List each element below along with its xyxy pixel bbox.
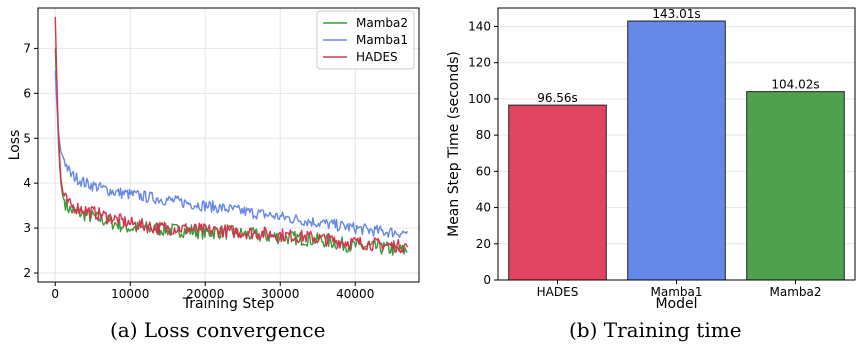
bar-mamba2 — [746, 91, 845, 281]
x-tick-label: 20000 — [186, 287, 224, 301]
y-tick-label: 7 — [23, 41, 31, 55]
x-tick-label: Mamba2 — [769, 285, 821, 299]
y-tick-label: 2 — [23, 266, 31, 280]
caption-training-time: (b) Training time — [569, 318, 742, 342]
y-tick-label: 5 — [23, 131, 31, 145]
caption-loss-convergence: (a) Loss convergence — [110, 318, 326, 342]
x-tick-label: Mamba1 — [650, 285, 702, 299]
y-tick-label: 140 — [468, 19, 491, 33]
y-tick-label: 6 — [23, 86, 31, 100]
loss-convergence-chart: 0 10000 20000 30000 40000 2 3 4 5 6 7 Training Step… — [7, 7, 420, 312]
x-tick-label: 10000 — [111, 287, 149, 301]
x-tick-label: 30000 — [261, 287, 299, 301]
x-tick-label: HADES — [537, 285, 579, 299]
y-axis-label: Mean Step Time (seconds) — [446, 51, 462, 237]
bar-value-label: 104.02s — [771, 78, 819, 92]
bar-value-label: 143.01s — [652, 7, 700, 21]
x-tick-label: 0 — [51, 287, 59, 301]
series-line-mamba2 — [54, 48, 408, 256]
x-axis-label: Model — [655, 296, 697, 312]
y-tick-label: 3 — [23, 221, 31, 235]
y-tick-label: 0 — [483, 273, 491, 287]
y-tick-label: 120 — [468, 56, 491, 70]
bar-mamba1 — [627, 20, 726, 281]
legend-label: HADES — [356, 50, 398, 64]
y-tick-label: 4 — [23, 176, 31, 190]
y-tick-label: 40 — [476, 201, 491, 215]
y-axis-label: Loss — [7, 130, 23, 161]
y-tick-label: 60 — [476, 164, 491, 178]
y-tick-label: 100 — [468, 92, 491, 106]
plot-frame — [37, 7, 420, 283]
plot-frame — [497, 7, 856, 281]
legend-label: Mamba1 — [356, 33, 408, 47]
series-line-hades — [54, 16, 409, 254]
bar-value-label: 96.56s — [537, 91, 578, 105]
y-tick-label: 80 — [476, 128, 491, 142]
legend-box — [316, 10, 415, 70]
legend-label: Mamba2 — [356, 16, 408, 30]
x-axis-label: Training Step — [182, 296, 275, 312]
y-tick-label: 20 — [476, 237, 491, 251]
training-time-chart: 0 20 40 60 80 100 120 140 96.56s HADES 143.01s Mamb… — [446, 7, 856, 312]
bar-hades — [508, 104, 607, 281]
x-tick-label: 40000 — [336, 287, 374, 301]
series-line-mamba1 — [54, 70, 409, 239]
figure: 0 10000 20000 30000 40000 2 3 4 5 6 7 Training Step… — [7, 7, 856, 312]
